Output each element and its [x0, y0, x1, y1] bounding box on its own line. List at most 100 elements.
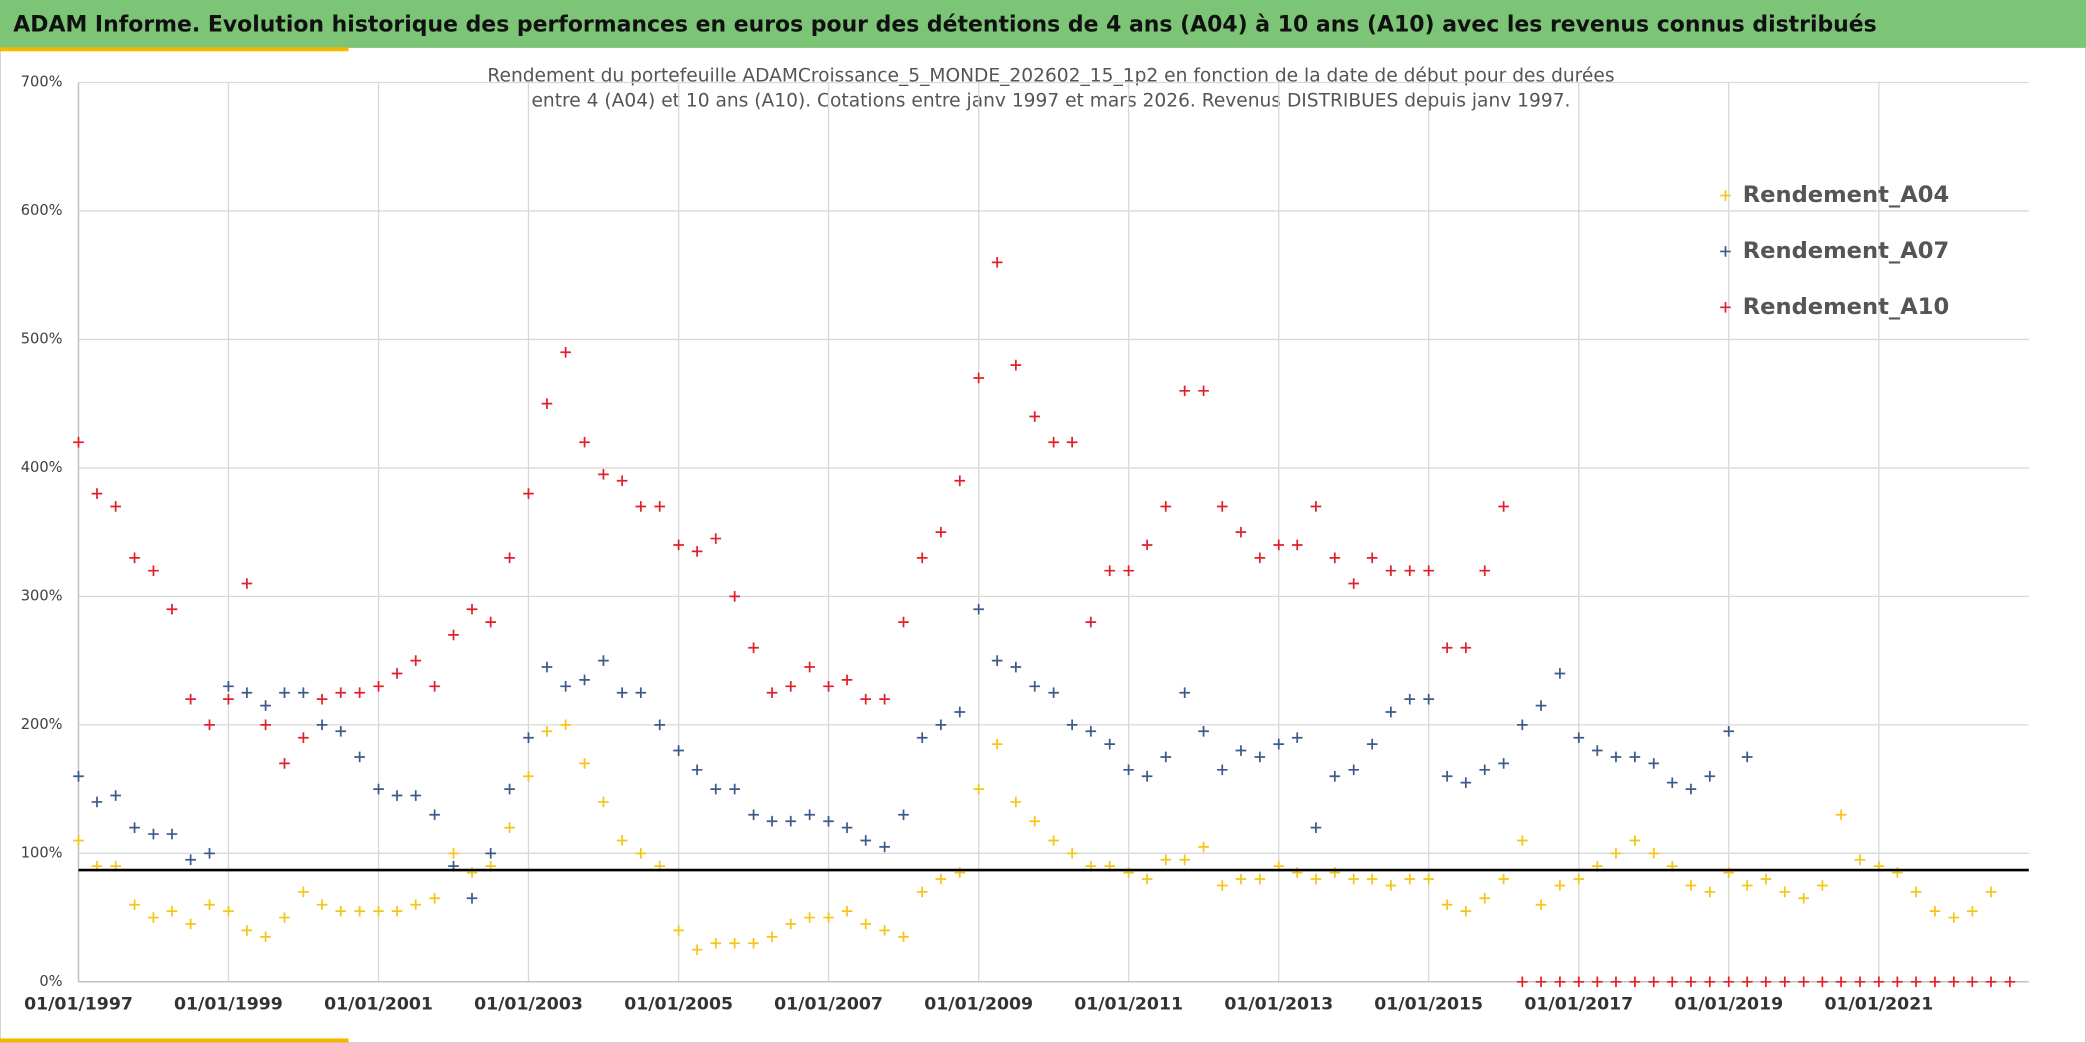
point [973, 783, 984, 795]
point [298, 886, 309, 898]
point [1198, 725, 1209, 737]
point [860, 918, 872, 930]
point [1723, 976, 1735, 988]
point [1160, 751, 1172, 763]
point [1685, 976, 1697, 988]
point [1929, 976, 1941, 988]
x-tick-label: 01/01/1999 [174, 994, 283, 1014]
point [466, 892, 478, 904]
point [504, 822, 515, 833]
point [1817, 880, 1828, 891]
point [354, 751, 365, 763]
point [1704, 770, 1716, 782]
point [729, 937, 741, 949]
point [1423, 693, 1434, 705]
y-tick-label: 100% [21, 844, 63, 861]
point [429, 892, 440, 904]
point [410, 790, 422, 801]
point [1948, 912, 1960, 923]
point [298, 687, 309, 699]
point [898, 809, 909, 821]
point [166, 603, 178, 615]
point [691, 546, 703, 557]
point [541, 661, 553, 673]
point [785, 918, 797, 930]
point [1329, 770, 1341, 782]
point [504, 783, 515, 795]
point [166, 828, 178, 840]
point [1723, 725, 1735, 737]
point [954, 706, 966, 718]
point [1310, 501, 1322, 512]
point [1573, 732, 1585, 744]
point [1423, 565, 1434, 577]
point [391, 905, 403, 917]
point [860, 693, 872, 705]
point [391, 790, 403, 801]
point [1554, 668, 1566, 679]
x-tick-label: 01/01/2011 [1074, 994, 1183, 1014]
point [1216, 880, 1228, 891]
point [1235, 526, 1247, 538]
point [1554, 976, 1566, 988]
legend-label: Rendement_A10 [1743, 294, 1949, 320]
point [523, 732, 534, 744]
point [1948, 976, 1960, 988]
point [1573, 873, 1585, 885]
point [223, 693, 234, 705]
point [1329, 552, 1341, 564]
point [1273, 738, 1285, 750]
point [1798, 976, 1810, 988]
point [204, 848, 215, 859]
point [1366, 552, 1378, 564]
point [1310, 873, 1322, 885]
page-title: ADAM Informe. Evolution historique des p… [13, 12, 1876, 37]
point [223, 680, 234, 692]
point [785, 815, 797, 827]
point [673, 539, 684, 551]
point [560, 719, 571, 731]
legend-marker [1720, 301, 1731, 313]
point [316, 693, 328, 705]
point [1573, 976, 1585, 988]
point [935, 719, 947, 731]
point [804, 912, 815, 923]
point [1141, 770, 1153, 782]
point [804, 809, 815, 821]
point [691, 944, 703, 956]
point [991, 257, 1003, 268]
legend-marker [1720, 246, 1731, 257]
point [523, 488, 534, 499]
point [1779, 886, 1791, 898]
point [91, 488, 103, 499]
point [110, 790, 121, 801]
point [1460, 777, 1472, 788]
point [1085, 616, 1097, 628]
point [1554, 880, 1566, 891]
point [1741, 751, 1753, 763]
point [879, 693, 890, 705]
point [335, 687, 347, 699]
point [1498, 758, 1509, 769]
point [1160, 854, 1172, 866]
point [1366, 873, 1378, 885]
point [710, 783, 722, 795]
point [316, 719, 328, 731]
point [541, 398, 553, 409]
point [185, 918, 196, 930]
point [710, 533, 722, 544]
point [1423, 873, 1434, 885]
chart-title: entre 4 (A04) et 10 ans (A10). Cotations… [531, 91, 1570, 112]
point [1348, 578, 1360, 589]
point [1366, 738, 1378, 750]
y-tick-label: 500% [21, 330, 63, 347]
point [598, 655, 609, 666]
point [73, 835, 84, 846]
point [1010, 796, 1022, 808]
point [1123, 764, 1134, 776]
point [73, 436, 84, 448]
point [1179, 687, 1190, 699]
point [1591, 745, 1603, 756]
point [916, 732, 928, 744]
